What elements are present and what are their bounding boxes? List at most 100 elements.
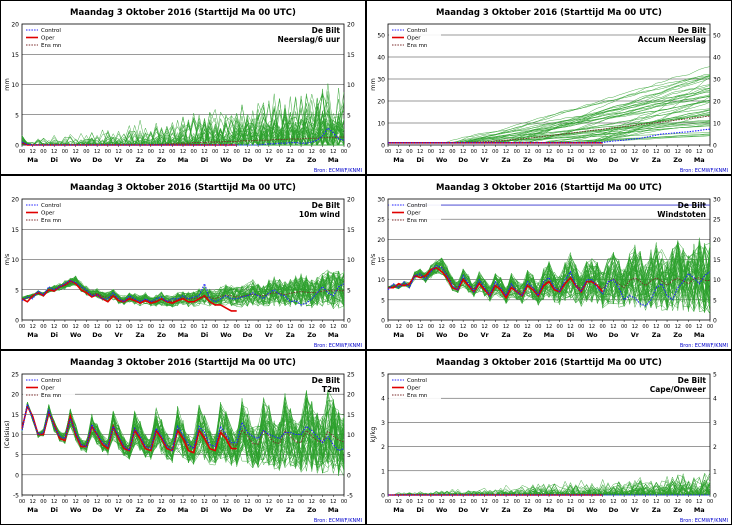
x-day-label: Do (608, 156, 618, 164)
x-hour-label: 12 (94, 499, 100, 505)
x-hour-label: 12 (524, 499, 530, 505)
ensemble-member-line (387, 243, 711, 305)
station-name: De Bilt (678, 26, 707, 35)
x-hour-label: 00 (621, 149, 627, 155)
x-day-label: Wo (436, 156, 448, 164)
x-day-label: Wo (70, 156, 82, 164)
y-tick-label-left: 10 (11, 257, 19, 264)
x-hour-label: 00 (707, 149, 713, 155)
x-day-label: Zo (307, 506, 317, 514)
x-hour-label: 00 (406, 324, 412, 330)
chart-title: Maandag 3 Oktober 2016 (Starttijd Ma 00 … (436, 358, 662, 368)
x-hour-label: 00 (276, 499, 282, 505)
x-hour-label: 00 (449, 324, 455, 330)
x-day-label: Ma (178, 156, 189, 164)
source-label: Bron: ECMWF/KNMI (314, 343, 362, 349)
x-hour-label: 00 (406, 149, 412, 155)
x-hour-label: 12 (309, 149, 315, 155)
y-tick-label-left: 15 (11, 52, 19, 59)
chart-title: Maandag 3 Oktober 2016 (Starttijd Ma 00 … (70, 183, 296, 193)
x-hour-label: 12 (653, 149, 659, 155)
x-day-label: Zo (157, 331, 167, 339)
y-tick-label-right: 0 (713, 318, 717, 325)
y-tick-label-left: 5 (381, 372, 385, 379)
variable-name: Cape/Onweer (650, 385, 707, 394)
x-day-label: Di (201, 506, 209, 514)
x-hour-label: 12 (610, 324, 616, 330)
y-tick-label-right: 5 (347, 287, 351, 294)
meteogram-chart: Maandag 3 Oktober 2016 (Starttijd Ma 00 … (366, 0, 732, 175)
y-tick-label-right: 5 (713, 372, 717, 379)
x-day-label: Di (416, 506, 424, 514)
y-tick-label-left: 10 (11, 432, 19, 439)
legend-label: Control (407, 28, 427, 34)
x-hour-label: 12 (266, 499, 272, 505)
y-tick-label-left: 10 (377, 277, 385, 284)
ensemble-member-line (21, 277, 345, 307)
plot-area (387, 373, 711, 496)
x-hour-label: 12 (30, 324, 36, 330)
x-hour-label: 12 (115, 324, 121, 330)
x-hour-label: 12 (524, 324, 530, 330)
x-hour-label: 12 (51, 149, 57, 155)
ensemble-member-line (21, 274, 345, 309)
x-hour-label: 12 (30, 499, 36, 505)
x-hour-label: 00 (471, 324, 477, 330)
x-day-label: Di (416, 331, 424, 339)
meteogram-chart: Maandag 3 Oktober 2016 (Starttijd Ma 00 … (0, 350, 366, 525)
x-hour-label: 00 (707, 499, 713, 505)
x-hour-label: 12 (567, 149, 573, 155)
y-tick-label-right: -5 (347, 493, 353, 500)
x-day-label: Za (286, 331, 295, 339)
ensemble-member-line (387, 245, 711, 312)
x-day-label: Wo (586, 331, 598, 339)
x-hour-label: 12 (396, 499, 402, 505)
x-hour-label: 12 (244, 149, 250, 155)
legend-label: Oper (407, 211, 421, 217)
x-hour-label: 00 (40, 499, 46, 505)
variable-name: 10m wind (299, 210, 340, 219)
x-hour-label: 12 (244, 324, 250, 330)
y-tick-label-left: 30 (377, 197, 385, 204)
x-day-label: Ma (393, 331, 404, 339)
x-hour-label: 00 (276, 324, 282, 330)
chart-title: Maandag 3 Oktober 2016 (Starttijd Ma 00 … (70, 8, 296, 18)
variable-name: Windstoten (657, 210, 706, 219)
x-day-label: Vr (480, 506, 489, 514)
meteogram-panel-5: Maandag 3 Oktober 2016 (Starttijd Ma 00 … (0, 350, 366, 525)
x-hour-label: 00 (105, 149, 111, 155)
x-hour-label: 00 (664, 324, 670, 330)
x-day-label: Wo (586, 156, 598, 164)
x-hour-label: 00 (578, 324, 584, 330)
x-hour-label: 00 (514, 324, 520, 330)
x-day-label: Zo (157, 506, 167, 514)
legend-label: Ens mn (41, 43, 62, 49)
x-hour-label: 12 (675, 499, 681, 505)
x-hour-label: 12 (330, 499, 336, 505)
x-day-label: Ma (544, 331, 555, 339)
x-hour-label: 12 (309, 324, 315, 330)
x-hour-label: 00 (169, 324, 175, 330)
y-tick-label-right: 1 (713, 468, 717, 475)
x-hour-label: 12 (287, 324, 293, 330)
x-hour-label: 00 (83, 149, 89, 155)
x-day-label: Zo (307, 156, 317, 164)
y-tick-label-left: 25 (377, 217, 385, 224)
x-hour-label: 00 (492, 149, 498, 155)
x-hour-label: 00 (492, 499, 498, 505)
x-hour-label: 00 (578, 149, 584, 155)
x-hour-label: 12 (115, 149, 121, 155)
x-hour-label: 00 (449, 149, 455, 155)
x-day-label: Za (136, 506, 145, 514)
station-name: De Bilt (678, 201, 707, 210)
y-axis-label: (Celsius) (3, 420, 11, 448)
x-hour-label: 00 (578, 499, 584, 505)
y-tick-label-right: 10 (713, 277, 721, 284)
source-label: Bron: ECMWF/KNMI (314, 518, 362, 524)
meteogram-chart: Maandag 3 Oktober 2016 (Starttijd Ma 00 … (0, 0, 366, 175)
y-tick-label-left: 0 (381, 318, 385, 325)
x-hour-label: 00 (535, 149, 541, 155)
x-day-label: Di (50, 156, 58, 164)
